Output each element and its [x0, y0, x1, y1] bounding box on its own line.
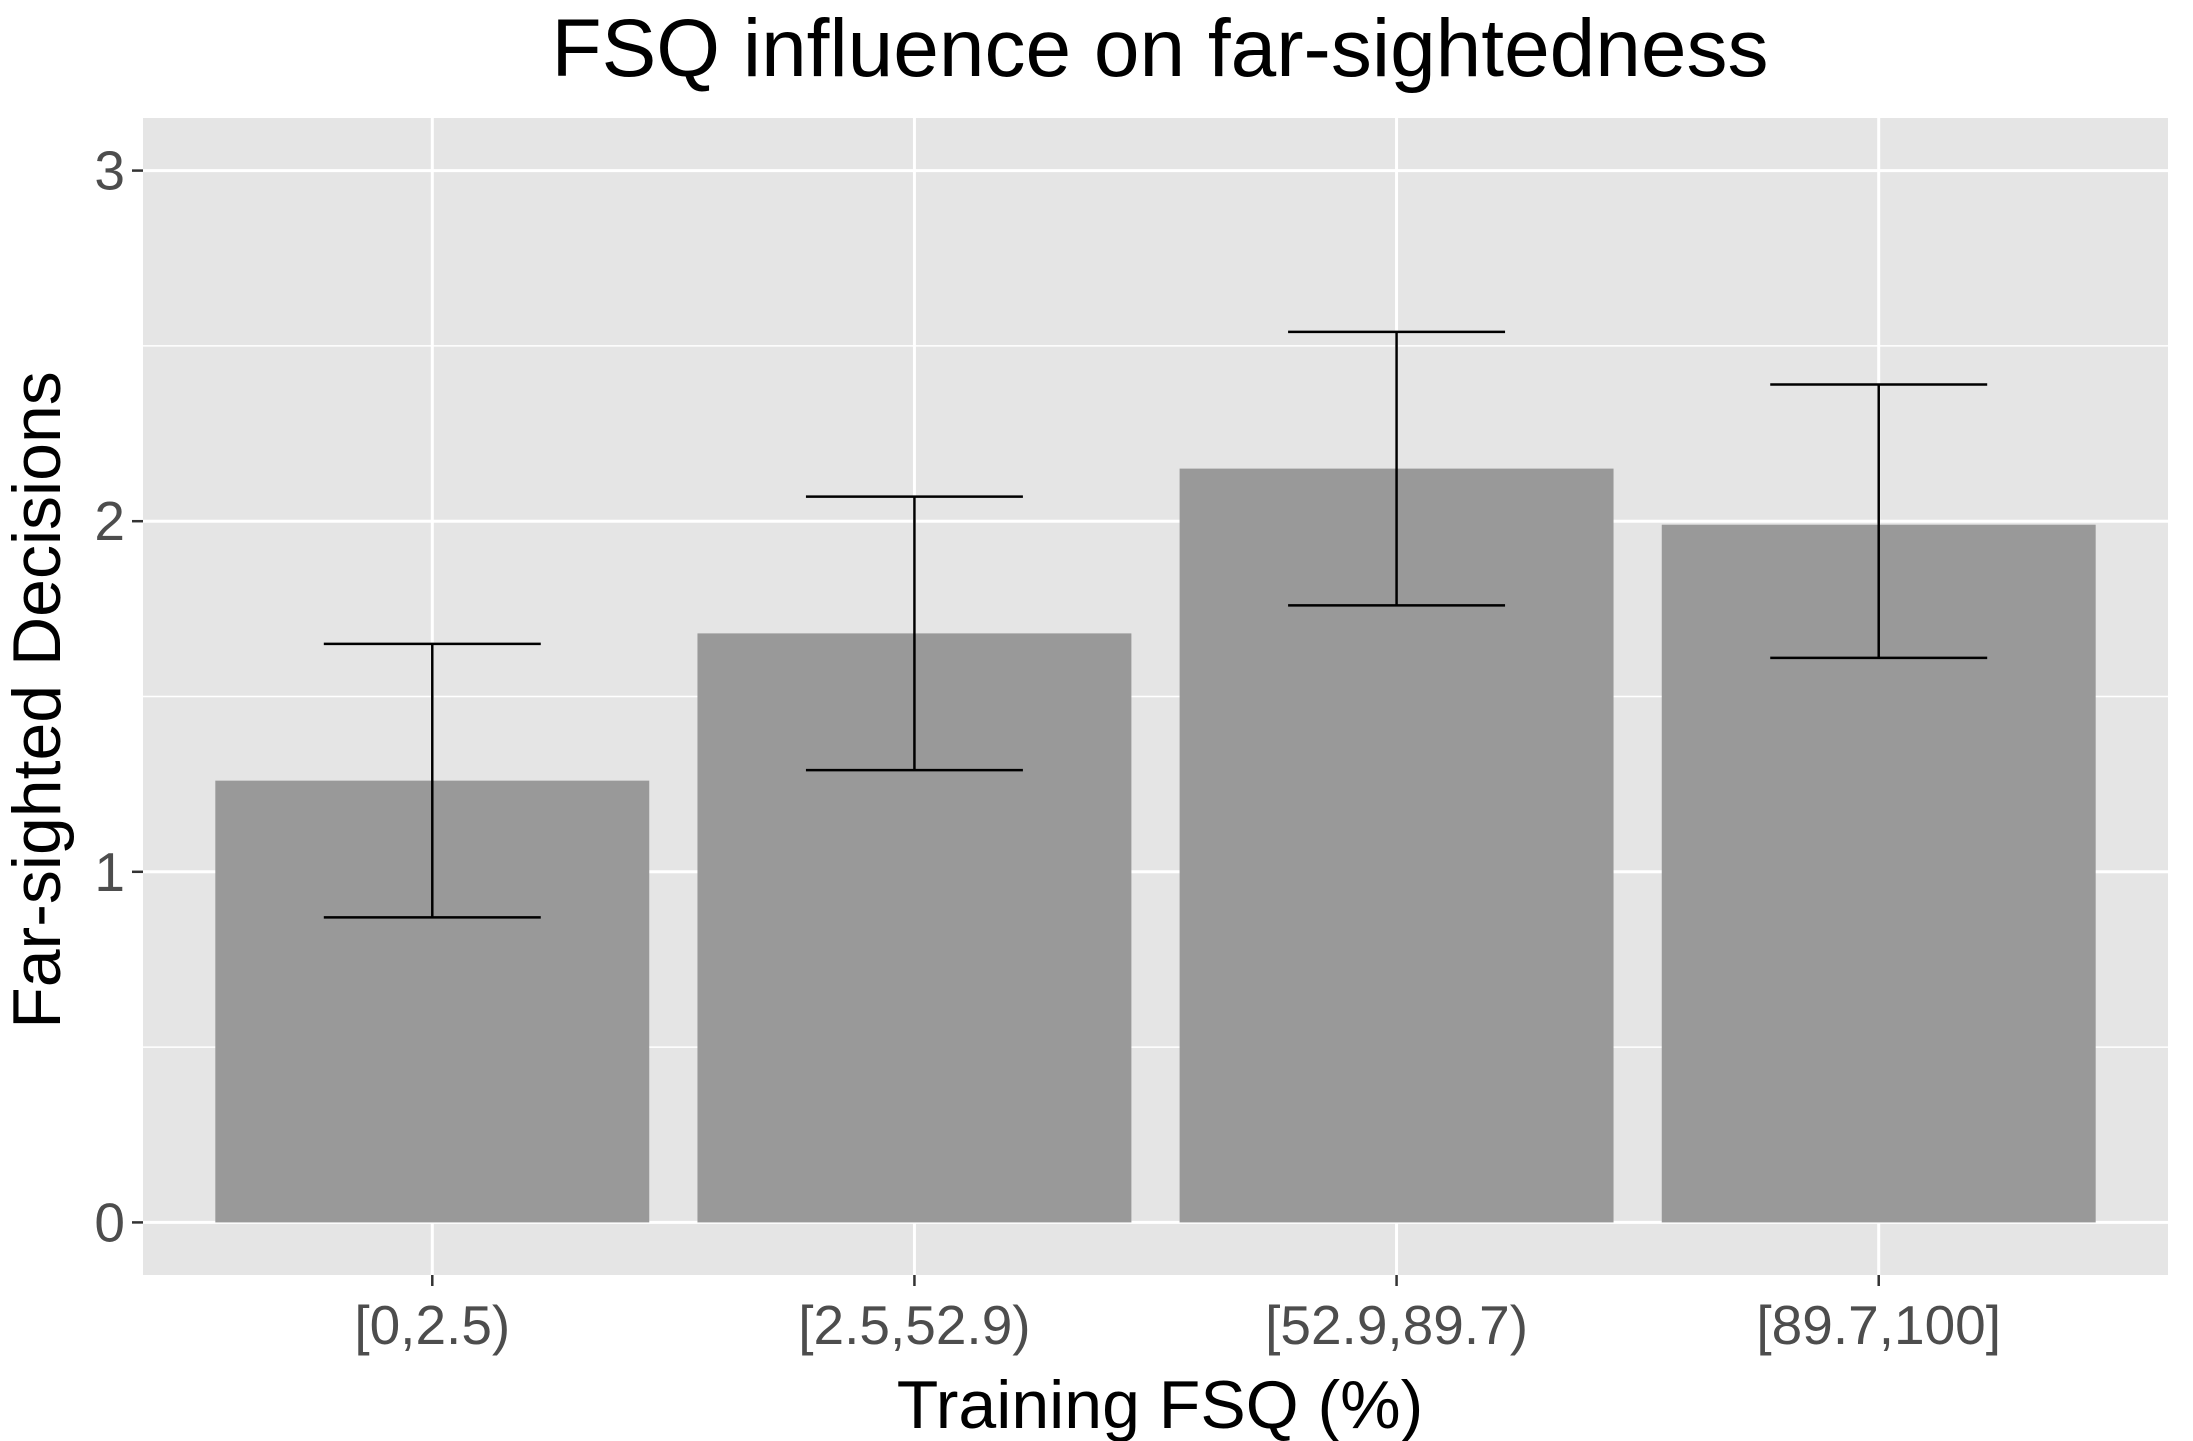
x-tick-label: [2.5,52.9): [798, 1294, 1030, 1356]
y-axis-title: Far-sighted Decisions: [0, 371, 75, 1029]
y-axis: 0 1 2 3: [94, 140, 143, 1253]
x-tick-label: [52.9,89.7): [1265, 1294, 1528, 1356]
error-bar: [1770, 383, 1988, 660]
chart-title: FSQ influence on far-sightedness: [552, 3, 1769, 94]
error-bar: [805, 495, 1023, 772]
x-axis-title: Training FSQ (%): [897, 1367, 1423, 1441]
x-tick-label: [89.7,100]: [1756, 1294, 2001, 1356]
x-axis: [0,2.5) [2.5,52.9) [52.9,89.7) [89.7,100]: [354, 1275, 2001, 1356]
error-bar: [323, 642, 541, 919]
y-tick-label: 1: [94, 841, 125, 903]
y-tick-label: 2: [94, 490, 125, 552]
error-bar: [1288, 330, 1506, 607]
error-bars: [323, 330, 1988, 919]
y-tick-label: 3: [94, 140, 125, 202]
y-tick-label: 0: [94, 1191, 125, 1253]
x-tick-label: [0,2.5): [354, 1294, 510, 1356]
